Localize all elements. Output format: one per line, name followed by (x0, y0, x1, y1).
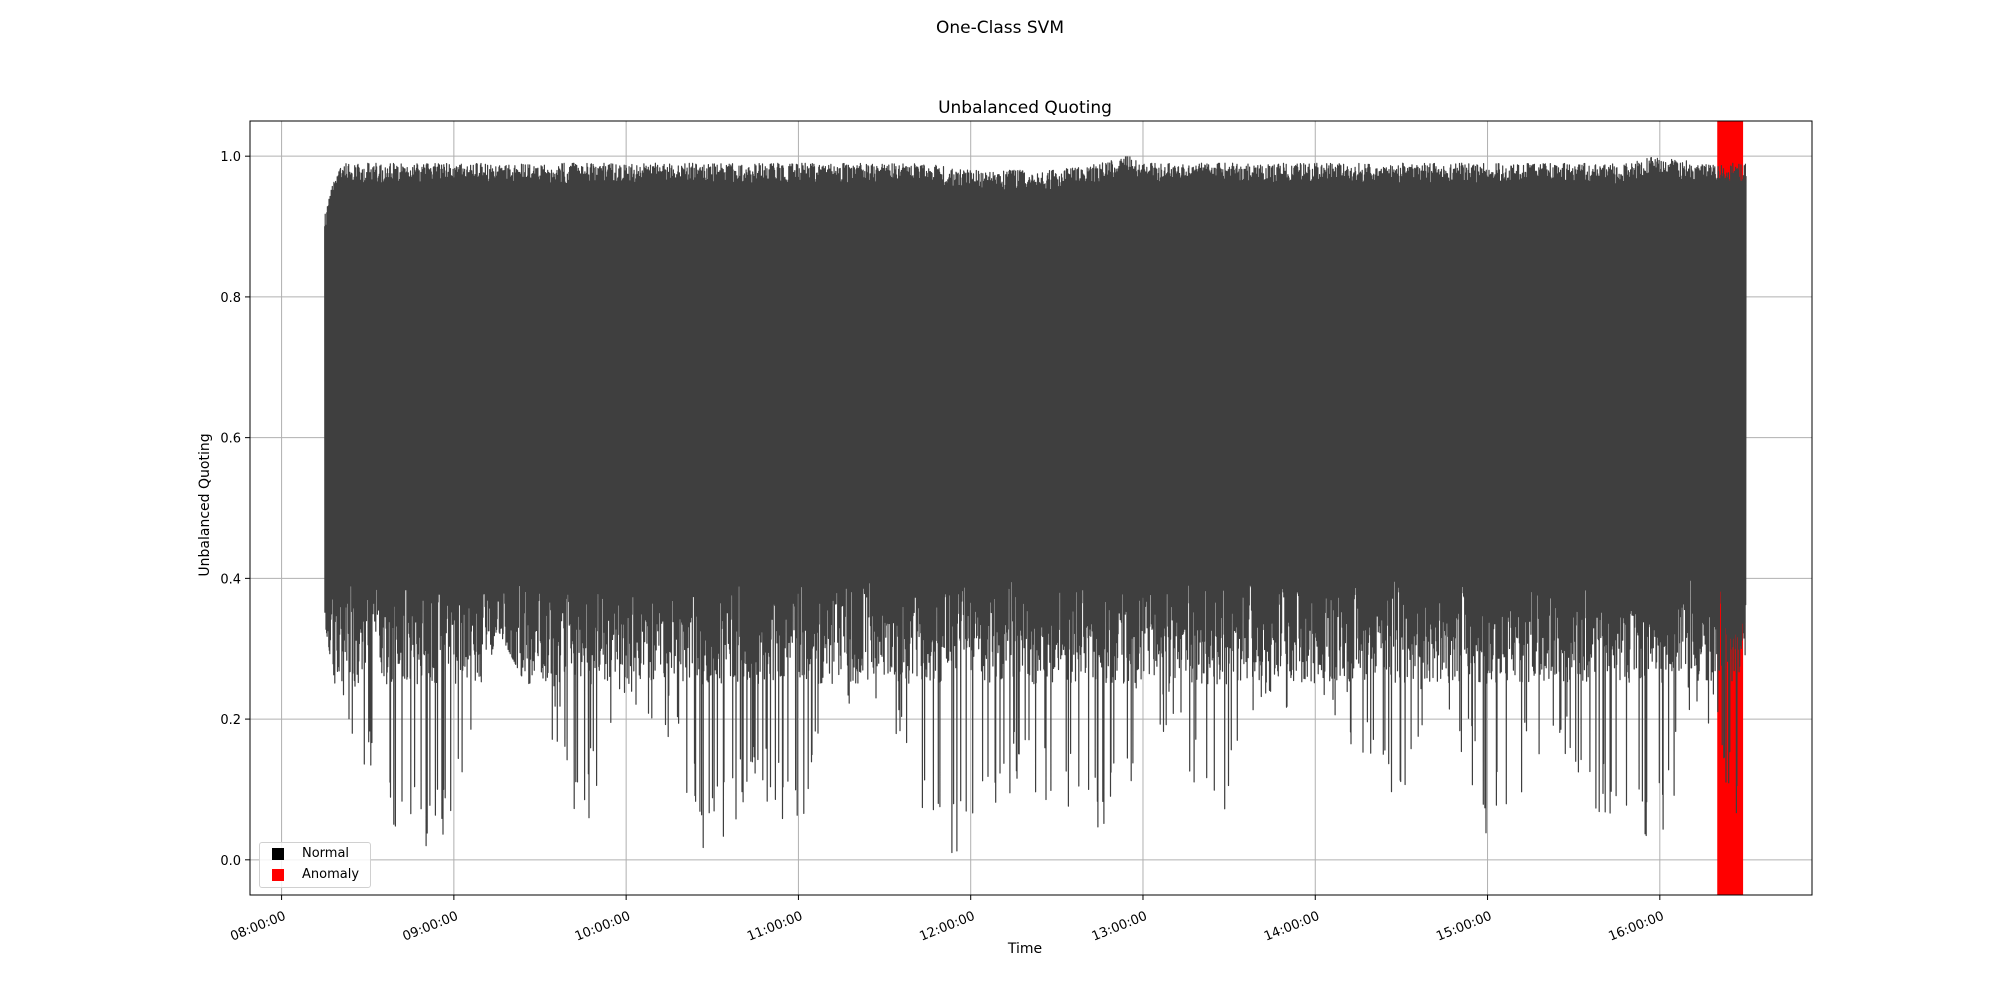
x-tick-label: 15:00:00 (1434, 909, 1494, 945)
x-axis-label: Time (1007, 941, 1042, 957)
x-tick-label: 13:00:00 (1090, 909, 1150, 945)
x-tick-label: 16:00:00 (1607, 909, 1667, 945)
x-tick-label: 09:00:00 (401, 909, 461, 945)
legend-swatch-anomaly (272, 868, 284, 881)
legend-item-anomaly: Anomaly (260, 864, 370, 885)
chart-title: Unbalanced Quoting (938, 98, 1112, 118)
legend-item-normal: Normal (260, 843, 370, 864)
legend-label-normal: Normal (302, 846, 350, 861)
y-tick-label: 0.0 (220, 854, 241, 869)
x-tick-label: 12:00:00 (917, 909, 977, 945)
normal-series-layer (324, 156, 1747, 854)
y-tick-label: 0.6 (220, 432, 241, 447)
x-tick-label: 10:00:00 (573, 909, 633, 945)
y-tick-label: 0.2 (220, 713, 241, 728)
x-tick-label: 08:00:00 (228, 909, 288, 945)
plot-area: 08:00:00 09:00:00 10:00:00 11:00:00 12:00:00… (220, 120, 1813, 945)
y-tick-label: 1.0 (220, 150, 241, 165)
normal-series-line (324, 156, 1747, 854)
legend-label-anomaly: Anomaly (302, 867, 360, 882)
y-tick-label: 0.8 (220, 291, 241, 306)
y-axis-label: Unbalanced Quoting (197, 433, 213, 576)
x-tick-label: 11:00:00 (745, 909, 805, 945)
x-tick-label: 14:00:00 (1262, 909, 1322, 945)
legend-swatch-normal (272, 847, 284, 860)
axes-frame (249, 120, 1813, 896)
figure-suptitle: One-Class SVM (936, 18, 1064, 38)
legend: Normal Anomaly (259, 842, 371, 888)
y-tick-label: 0.4 (220, 572, 241, 587)
